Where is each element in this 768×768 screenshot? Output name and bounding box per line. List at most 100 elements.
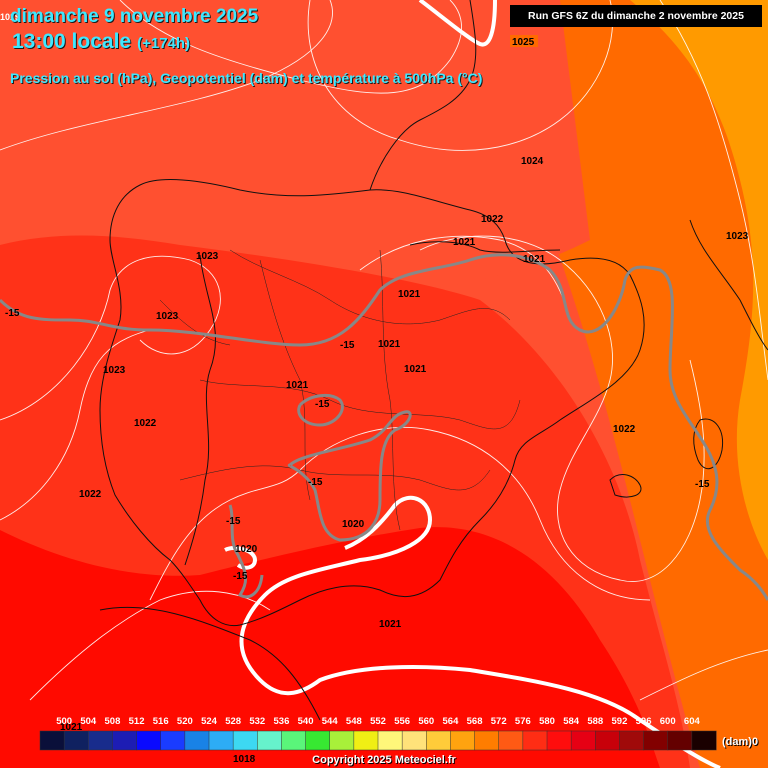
legend-swatch xyxy=(546,730,572,751)
temperature-label: -15 xyxy=(226,516,241,527)
portugal-border xyxy=(184,254,216,566)
pressure-label: 1021 xyxy=(378,339,401,350)
legend-swatch xyxy=(329,730,355,751)
legend-swatch xyxy=(281,730,307,751)
legend-tick-label: 528 xyxy=(225,716,241,727)
pressure-label: 1022 xyxy=(134,418,157,429)
label-bg xyxy=(510,35,538,47)
temperature-label: -15 xyxy=(340,340,355,351)
legend-swatch xyxy=(232,730,258,751)
pressure-label: 1023 xyxy=(156,311,179,322)
legend-tick-label: 548 xyxy=(346,716,362,727)
morocco-coast xyxy=(99,606,321,721)
pressure-label: 1020 xyxy=(342,519,365,530)
legend-swatch xyxy=(353,730,379,751)
france-coast xyxy=(369,0,477,191)
legend-swatch xyxy=(570,730,596,751)
isobar-7 xyxy=(149,426,651,601)
legend-swatch xyxy=(112,730,138,751)
isobar-9 xyxy=(639,649,768,701)
legend-tick-label: 604 xyxy=(684,716,701,727)
isobar-1 xyxy=(0,0,333,151)
legend-tick-label: 540 xyxy=(298,716,314,727)
legend-tick-label: 596 xyxy=(636,716,652,727)
isotherm-loop xyxy=(297,393,344,427)
legend-tick-label: 572 xyxy=(491,716,507,727)
temperature-label: -15 xyxy=(695,479,710,490)
region-line-1 xyxy=(229,249,511,325)
pressure-label: 1024 xyxy=(521,156,544,167)
band-576-inner xyxy=(0,0,590,293)
legend-swatch xyxy=(474,730,500,751)
pressure-label: 1021 xyxy=(453,237,476,248)
isobar-8 xyxy=(419,235,705,582)
legend-tick-label: 520 xyxy=(177,716,193,727)
legend-swatch xyxy=(401,730,427,751)
contour-584-north xyxy=(418,0,497,47)
legend-swatch xyxy=(208,730,234,751)
copyright: Copyright 2025 Meteociel.fr xyxy=(312,754,456,766)
temperature-labels: -15 -15 -15 -15 -15 -15 -15 xyxy=(5,308,710,582)
legend-tick-label: 512 xyxy=(129,716,145,727)
legend-tick-label: 592 xyxy=(612,716,628,727)
legend-swatch xyxy=(450,730,476,751)
contour-584-south xyxy=(239,495,721,768)
region-line-6 xyxy=(159,299,231,346)
legend-swatches xyxy=(39,730,717,751)
legend-unit-text: (dam) xyxy=(722,736,752,748)
pressure-label: 1021 xyxy=(398,289,421,300)
legend-ticks: 500 504 508 512 516 520 524 528 532 536 540 544 548 5… xyxy=(56,716,700,727)
legend-swatch xyxy=(691,730,717,751)
legend-unit: (dam)0 xyxy=(722,736,758,748)
sardinia xyxy=(693,418,724,470)
isobar-4 xyxy=(659,0,768,381)
legend-swatch xyxy=(595,730,620,751)
iberia-coast xyxy=(99,179,645,627)
temperature-label: -15 xyxy=(315,399,330,410)
legend-swatch xyxy=(88,730,113,751)
region-line-4 xyxy=(259,259,311,501)
admin-borders xyxy=(159,249,521,531)
temperature-label: -15 xyxy=(308,477,323,488)
legend-tick-label: 536 xyxy=(274,716,290,727)
pressure-label: 1023 xyxy=(726,231,749,242)
run-info: Run GFS 6Z du dimanche 2 novembre 2025 xyxy=(510,5,762,27)
pressure-label: 1018 xyxy=(233,754,256,765)
legend-tick-label: 584 xyxy=(563,716,580,727)
legend-tick-label: 580 xyxy=(539,716,555,727)
isotherm-main xyxy=(0,253,768,601)
legend-swatch xyxy=(643,730,669,751)
pressure-label: 1020 xyxy=(235,544,258,555)
legend-tick-label: 504 xyxy=(80,716,97,727)
legend-swatch xyxy=(257,730,282,751)
coastlines xyxy=(99,0,768,721)
legend-swatch xyxy=(498,730,524,751)
legend-swatch xyxy=(63,730,89,751)
legend-swatch xyxy=(184,730,210,751)
legend-tick-label: 556 xyxy=(394,716,410,727)
pressure-label: 1023 xyxy=(196,251,219,262)
legend-tick-label: 500 xyxy=(56,716,72,727)
isobar-3 xyxy=(307,0,613,151)
isotherm-minus-15 xyxy=(0,253,768,601)
pressure-label: 1022 xyxy=(613,424,636,435)
balearics xyxy=(609,474,642,498)
color-legend: 500 504 508 512 516 520 524 528 532 536 540 544 548 5… xyxy=(39,716,717,751)
pressure-label: 1022 xyxy=(481,214,504,225)
legend-swatch xyxy=(39,730,65,751)
legend-swatch xyxy=(160,730,186,751)
isobar-11 xyxy=(29,590,271,701)
band-584 xyxy=(0,527,660,768)
legend-tick-label: 524 xyxy=(201,716,218,727)
pressure-label: 1021 xyxy=(523,254,546,265)
legend-tick-label: 588 xyxy=(587,716,603,727)
legend-swatch xyxy=(667,730,693,751)
isobars xyxy=(0,0,768,701)
legend-tick-label: 564 xyxy=(443,716,460,727)
corner-label: 1019 xyxy=(0,12,20,22)
legend-tick-label: 508 xyxy=(105,716,121,727)
band-568 xyxy=(630,0,768,560)
pressure-label: 1021 xyxy=(286,380,309,391)
legend-unit-suffix: 0 xyxy=(751,736,759,748)
